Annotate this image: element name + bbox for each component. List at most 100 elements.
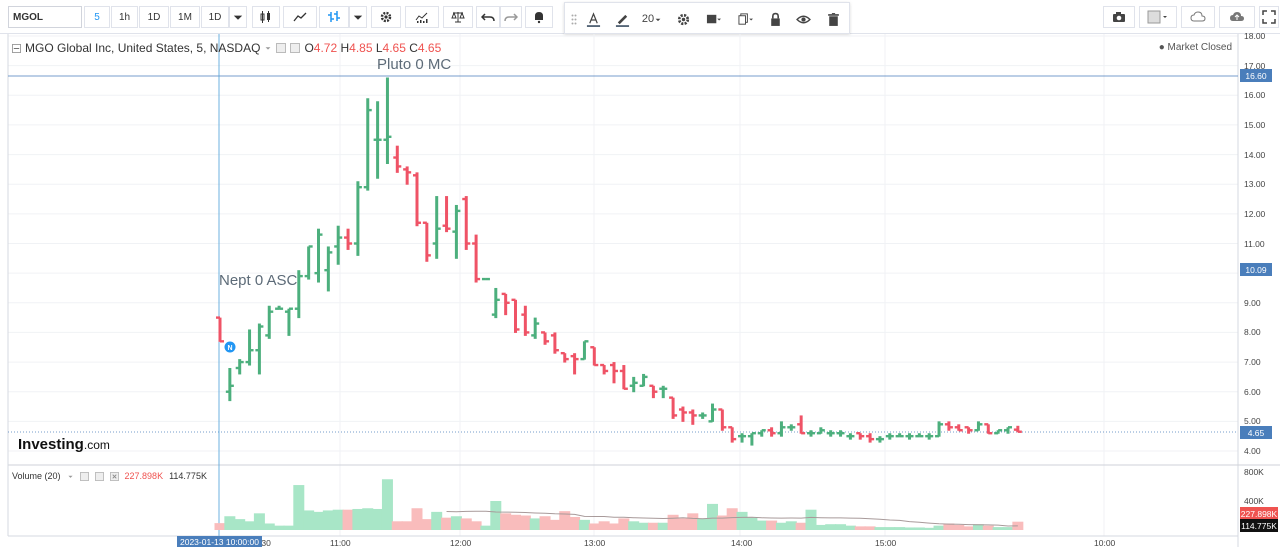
ohlc-values: O4.72 H4.85 L4.65 C4.65 (304, 41, 442, 55)
series-title: MGO Global Inc, United States, 5, NASDAQ (25, 41, 261, 55)
volume-bar (667, 514, 679, 530)
ohlc-bar (275, 305, 284, 310)
ohlc-bar (708, 403, 717, 423)
drawing-settings-button[interactable] (671, 8, 695, 30)
chart-grid (8, 34, 1238, 536)
scale-icon (451, 11, 465, 23)
volume-axis-label-800k: 800K (1244, 467, 1264, 477)
undo-button[interactable] (476, 6, 500, 28)
interval-dropdown-button[interactable] (229, 6, 247, 28)
text-color-button[interactable] (581, 8, 605, 30)
ohlc-bar (442, 196, 451, 233)
volume-bar (943, 523, 955, 530)
interval-5-button[interactable]: 5 (84, 6, 110, 28)
volume-bar (313, 511, 324, 530)
redo-icon (504, 13, 518, 22)
bars-chart-button[interactable] (319, 6, 349, 28)
time-label: 15:00 (875, 538, 897, 548)
settings-icon[interactable] (79, 471, 89, 481)
interval-1d-button[interactable]: 1D (139, 6, 169, 28)
area-chart-button[interactable] (283, 6, 317, 28)
clone-button[interactable] (731, 8, 759, 30)
volume-bar (450, 516, 462, 530)
time-label: 10:00 (1094, 538, 1116, 548)
neptune-annotation[interactable]: Nept 0 ASC (219, 272, 298, 289)
ohlc-bar (757, 429, 766, 437)
ohlc-bar (393, 145, 402, 173)
bell-plus-icon (535, 12, 543, 24)
volume-bar (342, 509, 354, 530)
chevron-down-icon (233, 15, 243, 20)
interval-1h-button[interactable]: 1h (111, 6, 138, 28)
alert-button[interactable] (525, 6, 553, 28)
delete-button[interactable] (821, 8, 845, 30)
hide-icon[interactable] (290, 43, 301, 53)
font-size-select[interactable]: 20 (639, 8, 665, 30)
ohlc-bar (866, 433, 875, 443)
event-marker[interactable] (224, 341, 236, 353)
collapse-icon[interactable] (12, 43, 21, 53)
ohlc-bar (688, 409, 697, 425)
ohlc-bar (472, 234, 481, 283)
ohlc-bar (610, 362, 618, 384)
ohlc-bar (895, 433, 904, 438)
settings-icon[interactable] (276, 43, 287, 53)
volume-bar (608, 523, 620, 530)
ohlc-bar (1013, 425, 1022, 433)
volume-bar (923, 527, 935, 530)
compare-button[interactable] (443, 6, 473, 28)
visibility-button[interactable] (791, 8, 815, 30)
ohlc-bar (797, 415, 806, 435)
ohlc-bar (363, 98, 372, 191)
ohlc-bar (787, 424, 796, 431)
pluto-annotation[interactable]: Pluto 0 MC (377, 56, 452, 73)
indicators-button[interactable] (405, 6, 439, 28)
volume-bar (746, 517, 758, 530)
ohlc-bar (255, 323, 264, 375)
price-axis-label: 14.00 (1244, 149, 1266, 160)
redo-button[interactable] (500, 6, 522, 28)
price-axis-label: 16.00 (1244, 90, 1266, 101)
ohlc-bar (452, 204, 461, 259)
chart-type-dropdown-button[interactable] (349, 6, 367, 28)
volume-ma-tag: 114.775K (1240, 519, 1278, 532)
line-color-button[interactable] (609, 8, 635, 30)
volume-bar (963, 526, 975, 530)
chevron-down-icon[interactable] (67, 473, 74, 480)
interval-1d-alt-button[interactable]: 1D (201, 6, 229, 28)
ohlc-bar (649, 384, 658, 399)
cloud-save-button[interactable] (1219, 6, 1255, 28)
ohlc-bar (747, 432, 756, 446)
interval-1m-button[interactable]: 1M (170, 6, 200, 28)
cloud-load-button[interactable] (1181, 6, 1215, 28)
volume-bar (569, 516, 581, 530)
ohlc-bar (669, 396, 678, 419)
drag-handle-icon[interactable] (569, 8, 579, 30)
visual-order-button[interactable] (699, 8, 727, 30)
ohlc-bar (245, 329, 254, 366)
ohlc-bar (994, 429, 1003, 435)
ohlc-bar (728, 426, 737, 443)
fullscreen-button[interactable] (1259, 6, 1279, 28)
close-icon[interactable] (109, 471, 119, 481)
ohlc-bar (531, 317, 540, 339)
ohlc-bar (383, 77, 392, 164)
volume-bar (874, 527, 886, 530)
volume-bar (805, 509, 817, 530)
volume-bar (933, 525, 945, 530)
candles-button[interactable] (252, 6, 280, 28)
ohlc-bar (925, 433, 934, 440)
background-color-button[interactable] (1139, 6, 1177, 28)
settings-button[interactable] (371, 6, 401, 28)
symbol-search-input[interactable]: MGOL (8, 6, 82, 28)
lock-button[interactable] (763, 8, 787, 30)
chevron-down-icon[interactable] (264, 44, 272, 52)
ohlc-bar (826, 430, 835, 437)
screenshot-button[interactable] (1103, 6, 1135, 28)
volume-label: Volume (20) (12, 471, 61, 481)
volume-bar (756, 520, 768, 530)
volume-bar (490, 501, 502, 530)
ohlc-bar (767, 427, 776, 437)
hide-icon[interactable] (94, 471, 104, 481)
